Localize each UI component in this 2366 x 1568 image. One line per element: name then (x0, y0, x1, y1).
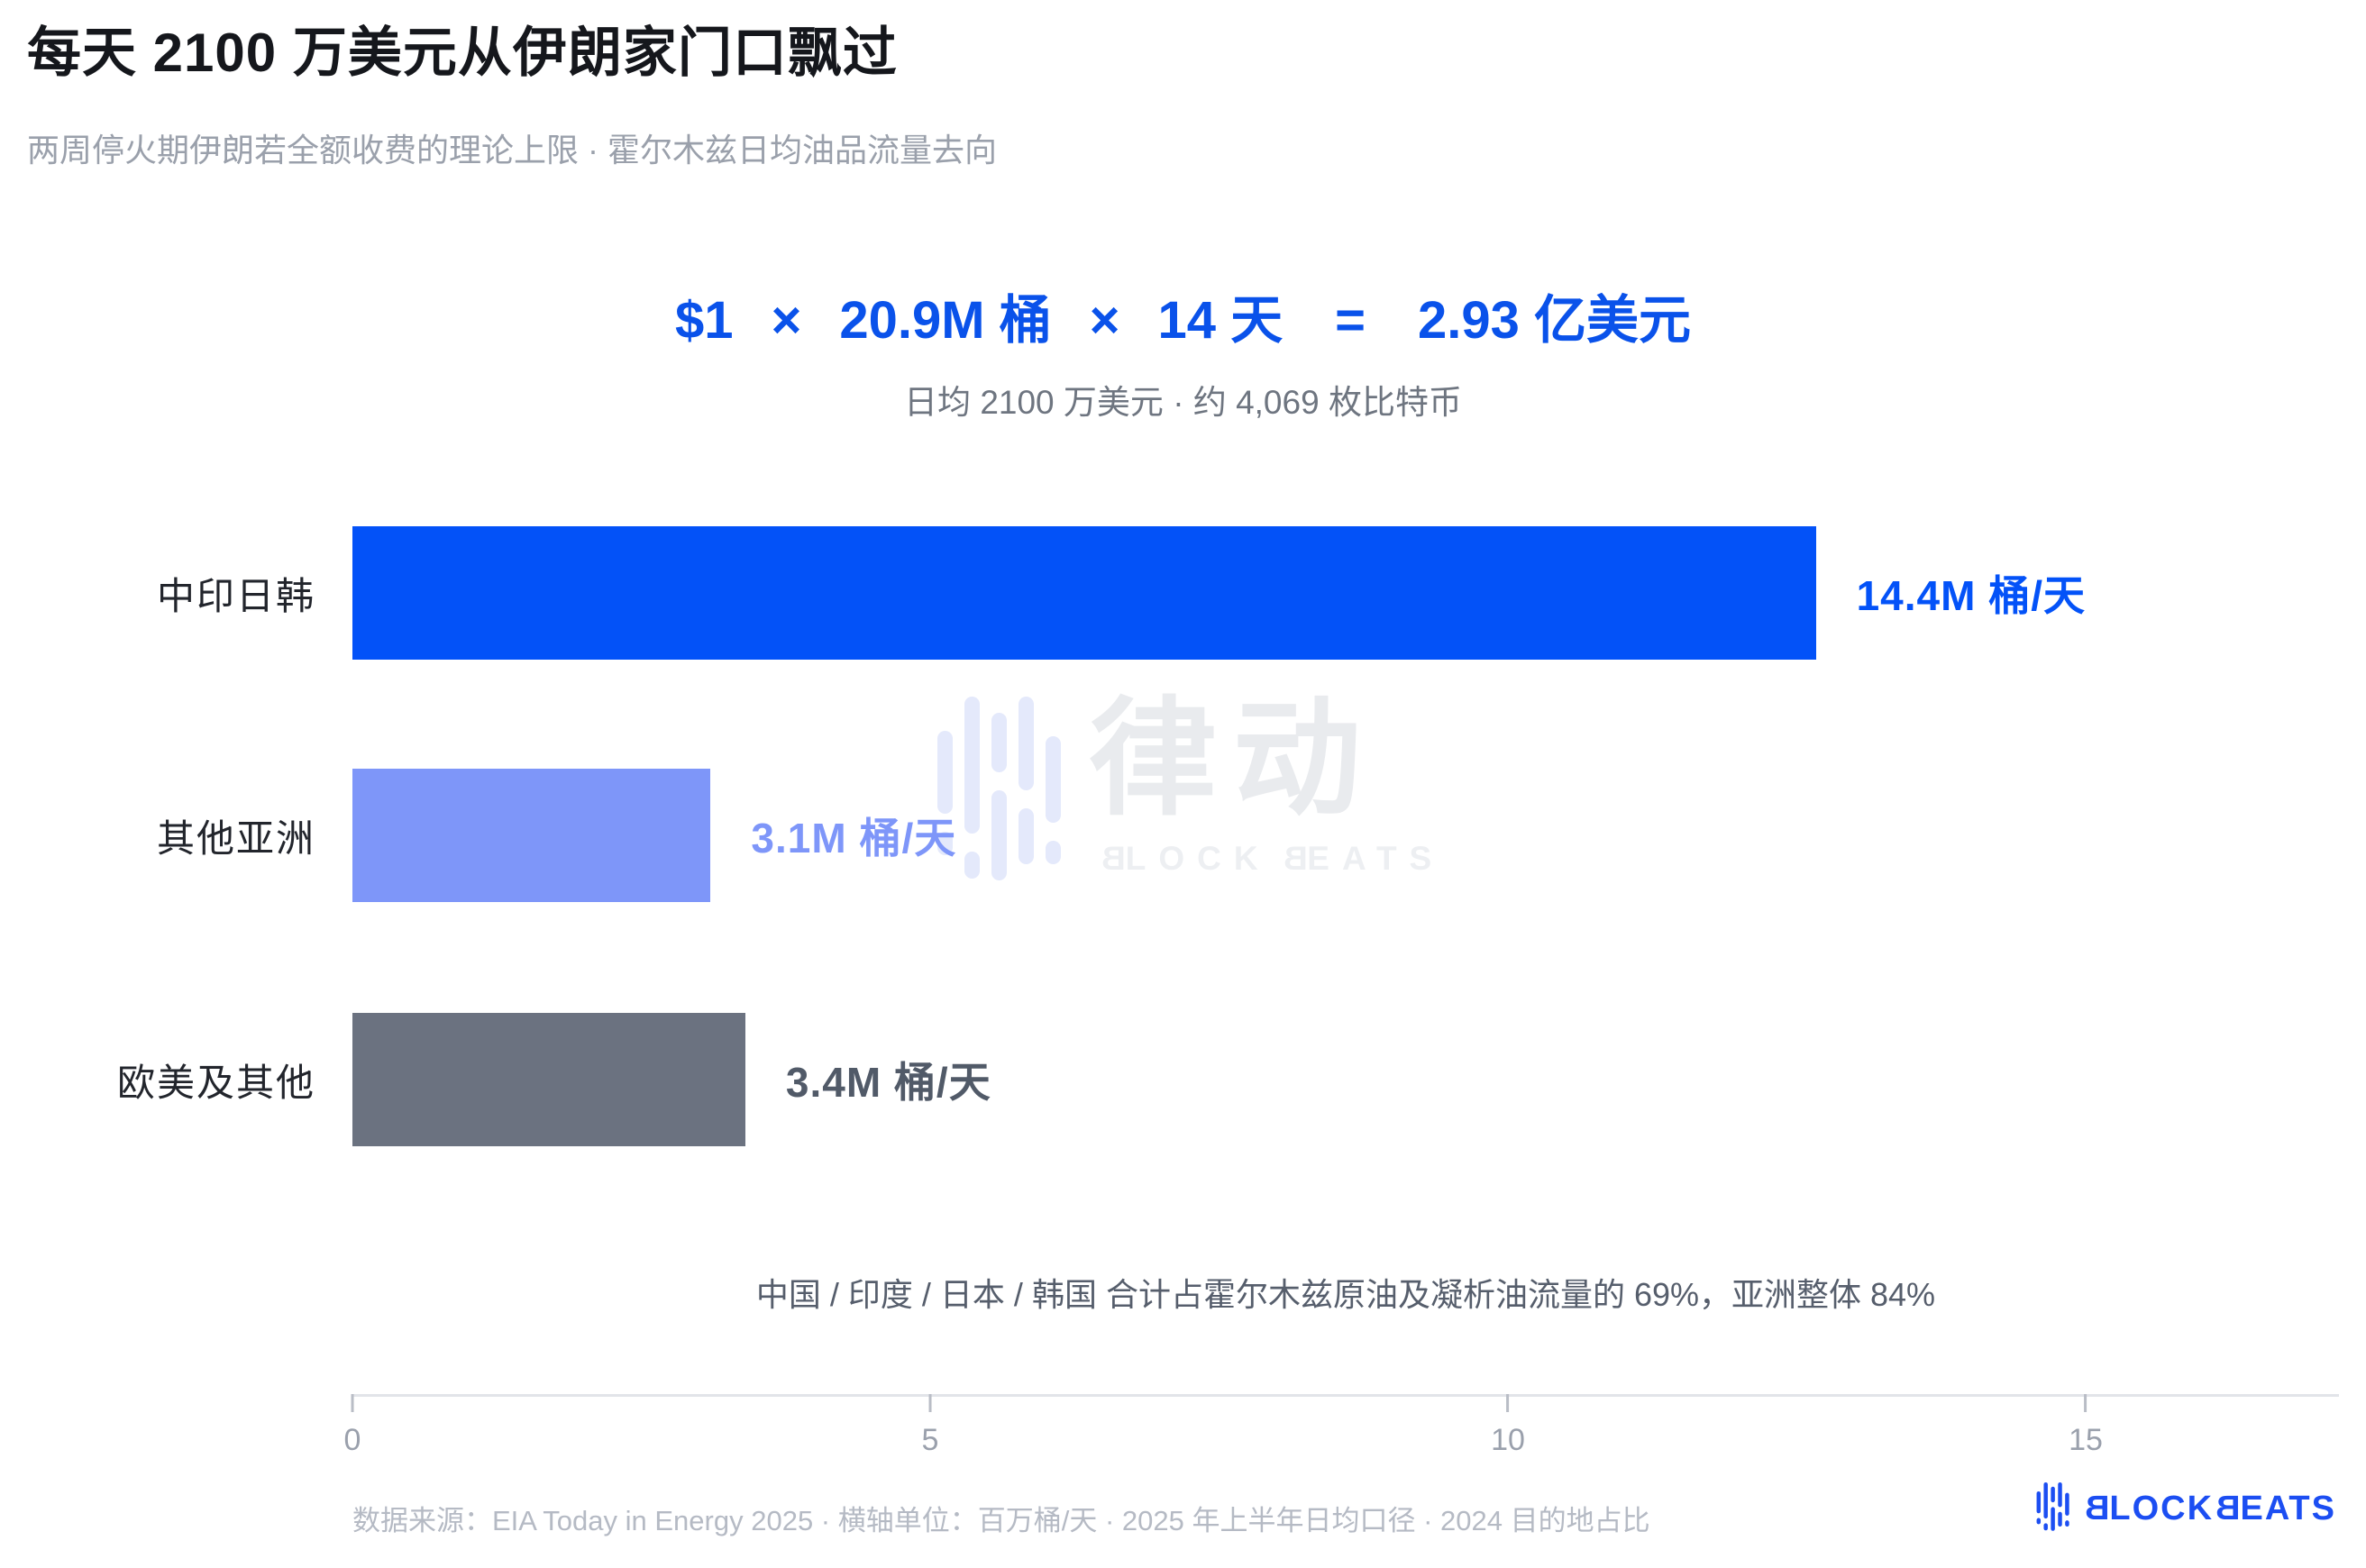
blockbeats-logo-text: BLOCKBEATS (2082, 1489, 2336, 1527)
category-label: 欧美及其他 (116, 1061, 315, 1104)
bar-row: 中印日韩 14.4M 桶/天 (0, 526, 2343, 660)
bar-segment (352, 526, 1816, 660)
bar-track: 3.1M 桶/天 (352, 769, 2086, 902)
tick-label: 10 (1491, 1423, 1525, 1457)
tick-label: 5 (921, 1423, 939, 1457)
bar-segment (352, 769, 711, 902)
bar-value-label: 3.4M 桶/天 (785, 1059, 991, 1106)
tick-label: 15 (2069, 1423, 2103, 1457)
x-axis-line (352, 1394, 2339, 1397)
chart-footnote: 中国 / 印度 / 日本 / 韩国 合计占霍尔木兹原油及凝析油流量的 69%，亚… (755, 1276, 1936, 1313)
blockbeats-logo: BLOCKBEATS (2033, 1482, 2336, 1535)
x-axis: 0 5 10 15 (344, 1394, 2103, 1458)
bar-row: 其他亚洲 3.1M 桶/天 (0, 769, 2343, 902)
bar-row: 欧美及其他 3.4M 桶/天 (0, 1013, 2343, 1146)
x-axis-tick: 10 (1491, 1394, 1525, 1458)
bar-segment (352, 1013, 745, 1146)
page-subtitle: 两周停火期伊朗若全额收费的理论上限 · 霍尔木兹日均油品流量去向 (27, 132, 997, 169)
multiply-sign: × (1089, 291, 1120, 350)
formula-term: 14 天 (1157, 291, 1283, 350)
tick-mark (928, 1394, 932, 1412)
bar-track: 3.4M 桶/天 (352, 1013, 2086, 1146)
tick-mark (351, 1394, 354, 1412)
formula-term: 20.9M 桶 (839, 291, 1052, 350)
x-axis-tick: 5 (921, 1394, 939, 1458)
blockbeats-logo-icon (2036, 1482, 2069, 1531)
tick-mark (2084, 1394, 2087, 1412)
multiply-sign: × (771, 291, 802, 350)
formula-term: $1 (674, 291, 734, 350)
equals-sign: = (1335, 291, 1366, 350)
formula-subtext: 日均 2100 万美元 · 约 4,069 枚比特币 (904, 384, 1462, 421)
tick-label: 0 (343, 1423, 361, 1457)
formula-result: 2.93 亿美元 (1418, 291, 1692, 350)
bar-value-label: 3.1M 桶/天 (751, 815, 957, 861)
formula-headline: $1 × 20.9M 桶 × 14 天 = 2.93 亿美元 (0, 278, 2366, 353)
x-axis-tick: 0 (344, 1394, 361, 1458)
tick-mark (1506, 1394, 1510, 1412)
page-title: 每天 2100 万美元从伊朗家门口飘过 (27, 23, 898, 83)
bar-value-label: 14.4M 桶/天 (1856, 572, 2086, 619)
x-axis-tick: 15 (2069, 1394, 2103, 1458)
category-label: 中印日韩 (156, 574, 315, 617)
category-label: 其他亚洲 (156, 816, 315, 860)
bar-track: 14.4M 桶/天 (352, 526, 2086, 660)
data-source-text: 数据来源：EIA Today in Energy 2025 · 横轴单位：百万桶… (352, 1505, 1650, 1536)
